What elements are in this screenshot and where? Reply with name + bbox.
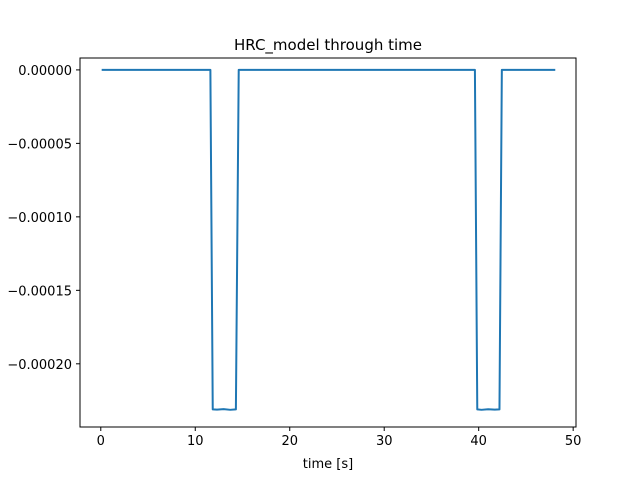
- x-tick-label: 10: [187, 434, 204, 449]
- plot-area: 0 10 20 30 40 50 0.00000 −0.00005 −0.00010 −0.000…: [7, 57, 582, 449]
- axes-frame: [79, 57, 577, 428]
- x-tick-label: 0: [97, 434, 105, 449]
- y-tick-label: −0.00005: [7, 137, 72, 152]
- x-tick-label: 20: [281, 434, 298, 449]
- y-tick-label: 0.00000: [18, 64, 72, 79]
- series-line-0: [101, 68, 556, 411]
- x-tick-label: 30: [376, 434, 393, 449]
- chart-title: HRC_model through time: [234, 36, 422, 55]
- x-tick-label: 40: [470, 434, 487, 449]
- y-tick-label: −0.00015: [7, 284, 72, 299]
- x-axis-label: time [s]: [303, 457, 353, 472]
- x-tick-label: 50: [565, 434, 582, 449]
- y-tick-label: −0.00010: [7, 211, 72, 226]
- y-tick-label: −0.00020: [7, 358, 72, 373]
